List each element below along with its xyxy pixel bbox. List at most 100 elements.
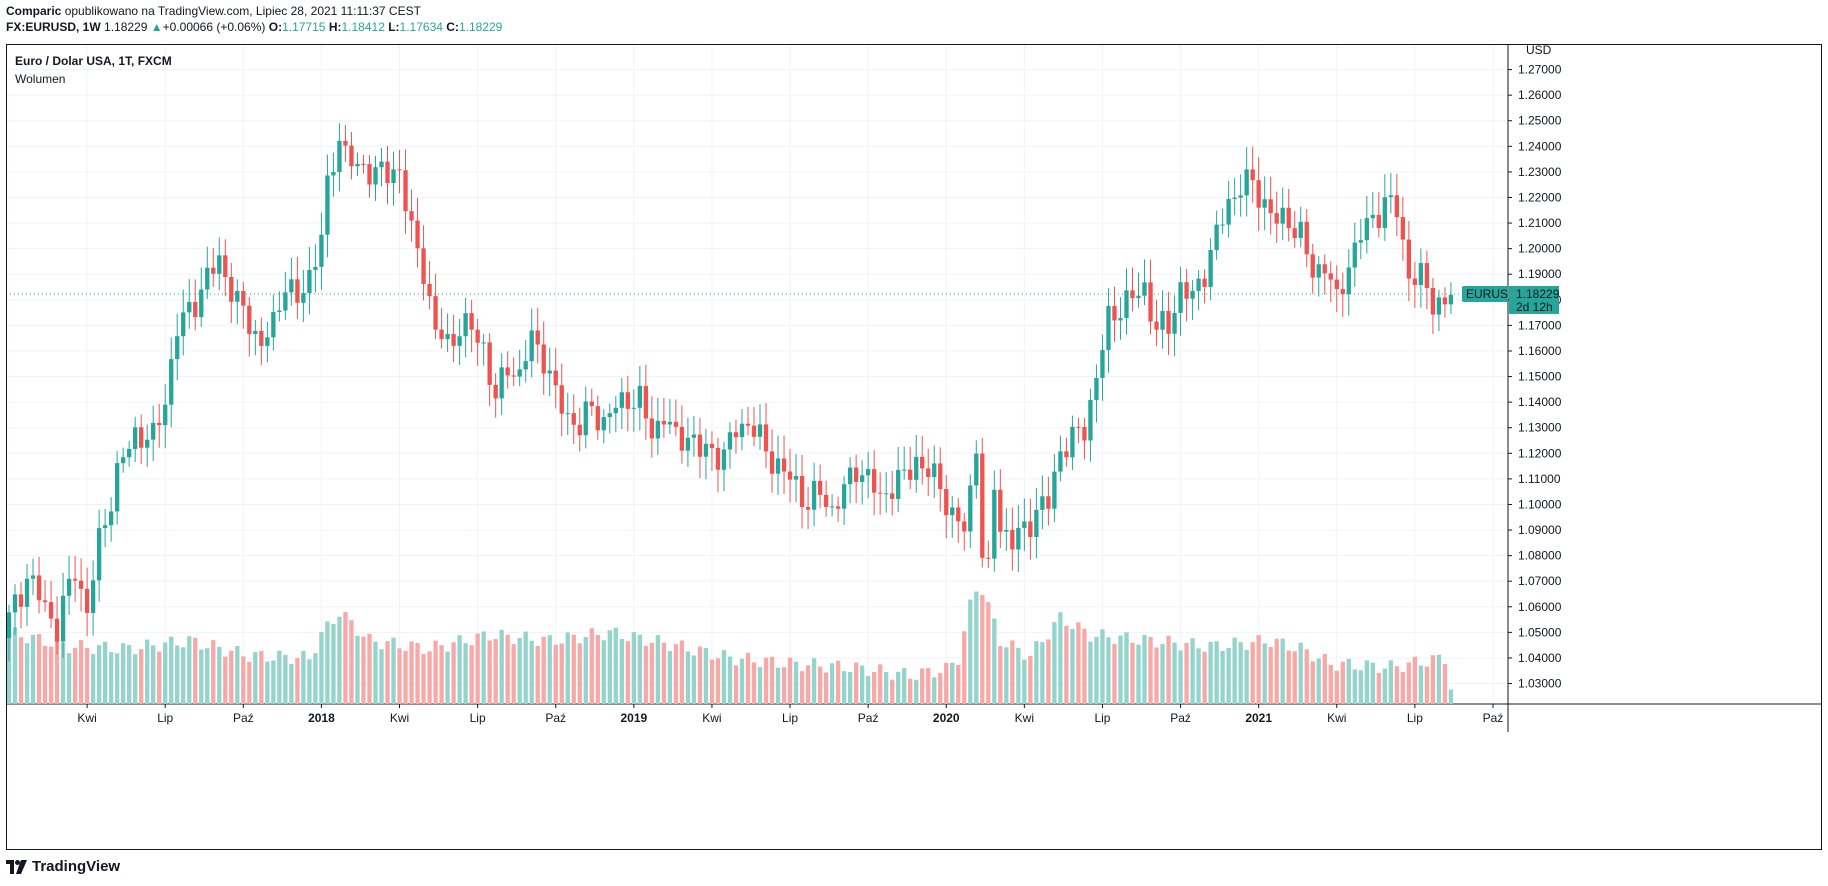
candle-body[interactable] [133,427,138,449]
candle-body[interactable] [529,330,534,362]
candle-body[interactable] [463,313,468,337]
candle-body[interactable] [1298,221,1303,239]
candle-body[interactable] [205,267,210,290]
candle-body[interactable] [896,469,901,499]
candle-body[interactable] [547,370,552,374]
candle-body[interactable] [265,337,270,346]
candle-body[interactable] [1214,224,1219,250]
candle-body[interactable] [589,401,594,407]
candle-body[interactable] [1316,264,1321,278]
candle-body[interactable] [1136,295,1141,299]
candle-body[interactable] [127,448,132,458]
candle-body[interactable] [1064,451,1069,458]
candle-body[interactable] [145,439,150,448]
candle-body[interactable] [18,594,24,607]
candle-body[interactable] [1178,282,1183,313]
candle-body[interactable] [397,169,402,171]
candle-body[interactable] [631,407,636,409]
candle-body[interactable] [439,329,444,340]
candle-body[interactable] [577,424,582,436]
candle-body[interactable] [673,421,679,427]
candle-body[interactable] [1046,496,1051,509]
candle-body[interactable] [661,420,667,425]
candle-body[interactable] [163,404,168,426]
candle-body[interactable] [271,311,276,338]
candle-body[interactable] [703,443,709,457]
candle-body[interactable] [613,407,618,414]
candle-body[interactable] [30,575,36,579]
candle-body[interactable] [96,528,102,581]
candle-body[interactable] [1394,195,1400,218]
candle-body[interactable] [902,469,907,471]
candle-body[interactable] [1148,282,1153,322]
candle-body[interactable] [1100,350,1105,378]
candle-body[interactable] [1130,290,1135,299]
candle-body[interactable] [36,575,42,601]
candle-body[interactable] [751,425,757,437]
candle-body[interactable] [1400,217,1406,240]
candle-body[interactable] [469,313,474,330]
candle-body[interactable] [625,392,630,409]
candle-body[interactable] [1154,321,1159,330]
candle-body[interactable] [541,344,546,374]
candle-body[interactable] [1376,214,1381,228]
candle-body[interactable] [817,480,823,495]
candle-body[interactable] [511,375,516,377]
candle-body[interactable] [247,305,252,334]
candle-body[interactable] [1310,254,1315,278]
candle-body[interactable] [12,594,18,613]
candle-body[interactable] [1124,290,1129,319]
candle-body[interactable] [295,279,300,303]
candle-body[interactable] [787,471,793,480]
candle-body[interactable] [1268,199,1273,214]
candle-body[interactable] [457,336,462,346]
candle-body[interactable] [847,467,853,485]
candle-body[interactable] [1220,224,1225,226]
candle-body[interactable] [1418,263,1424,285]
candle-body[interactable] [583,401,588,436]
candle-body[interactable] [1430,287,1436,315]
candle-body[interactable] [1412,278,1418,285]
candle-body[interactable] [84,588,90,613]
candle-body[interactable] [1442,297,1448,305]
candle-body[interactable] [914,456,919,480]
candle-body[interactable] [559,385,564,414]
candle-body[interactable] [667,421,673,425]
candle-body[interactable] [223,255,228,278]
candle-body[interactable] [1286,207,1291,229]
candle-body[interactable] [811,480,817,510]
candle-body[interactable] [139,427,144,448]
candle-body[interactable] [655,420,661,439]
candle-body[interactable] [829,506,835,508]
candle-body[interactable] [1004,530,1009,532]
candle-body[interactable] [691,434,697,438]
candle-body[interactable] [619,392,624,408]
candle-body[interactable] [1202,278,1207,287]
candle-body[interactable] [42,600,48,603]
candle-body[interactable] [193,302,198,318]
candle-body[interactable] [60,595,66,642]
candle-body[interactable] [403,170,408,212]
candle-body[interactable] [1436,297,1442,315]
candle-body[interactable] [986,557,991,559]
price-chart[interactable]: 1.03000 1.04000 1.05000 1.06000 1.07000 1.080… [6,44,1822,850]
candle-body[interactable] [1052,471,1057,509]
candle-body[interactable] [938,463,943,490]
candle-body[interactable] [337,140,342,173]
candle-body[interactable] [493,384,498,399]
candle-body[interactable] [769,451,775,474]
candle-body[interactable] [1448,294,1454,305]
candle-body[interactable] [1232,197,1237,200]
candle-body[interactable] [505,367,510,376]
candle-body[interactable] [319,234,324,267]
candle-body[interactable] [169,359,174,405]
candle-body[interactable] [890,493,895,499]
candle-body[interactable] [451,334,456,346]
candle-body[interactable] [1070,426,1075,458]
candle-body[interactable] [649,418,655,439]
candle-body[interactable] [1334,279,1339,290]
candle-body[interactable] [871,469,877,493]
candle-body[interactable] [739,423,745,438]
candle-body[interactable] [1118,318,1123,321]
candle-body[interactable] [853,467,859,482]
